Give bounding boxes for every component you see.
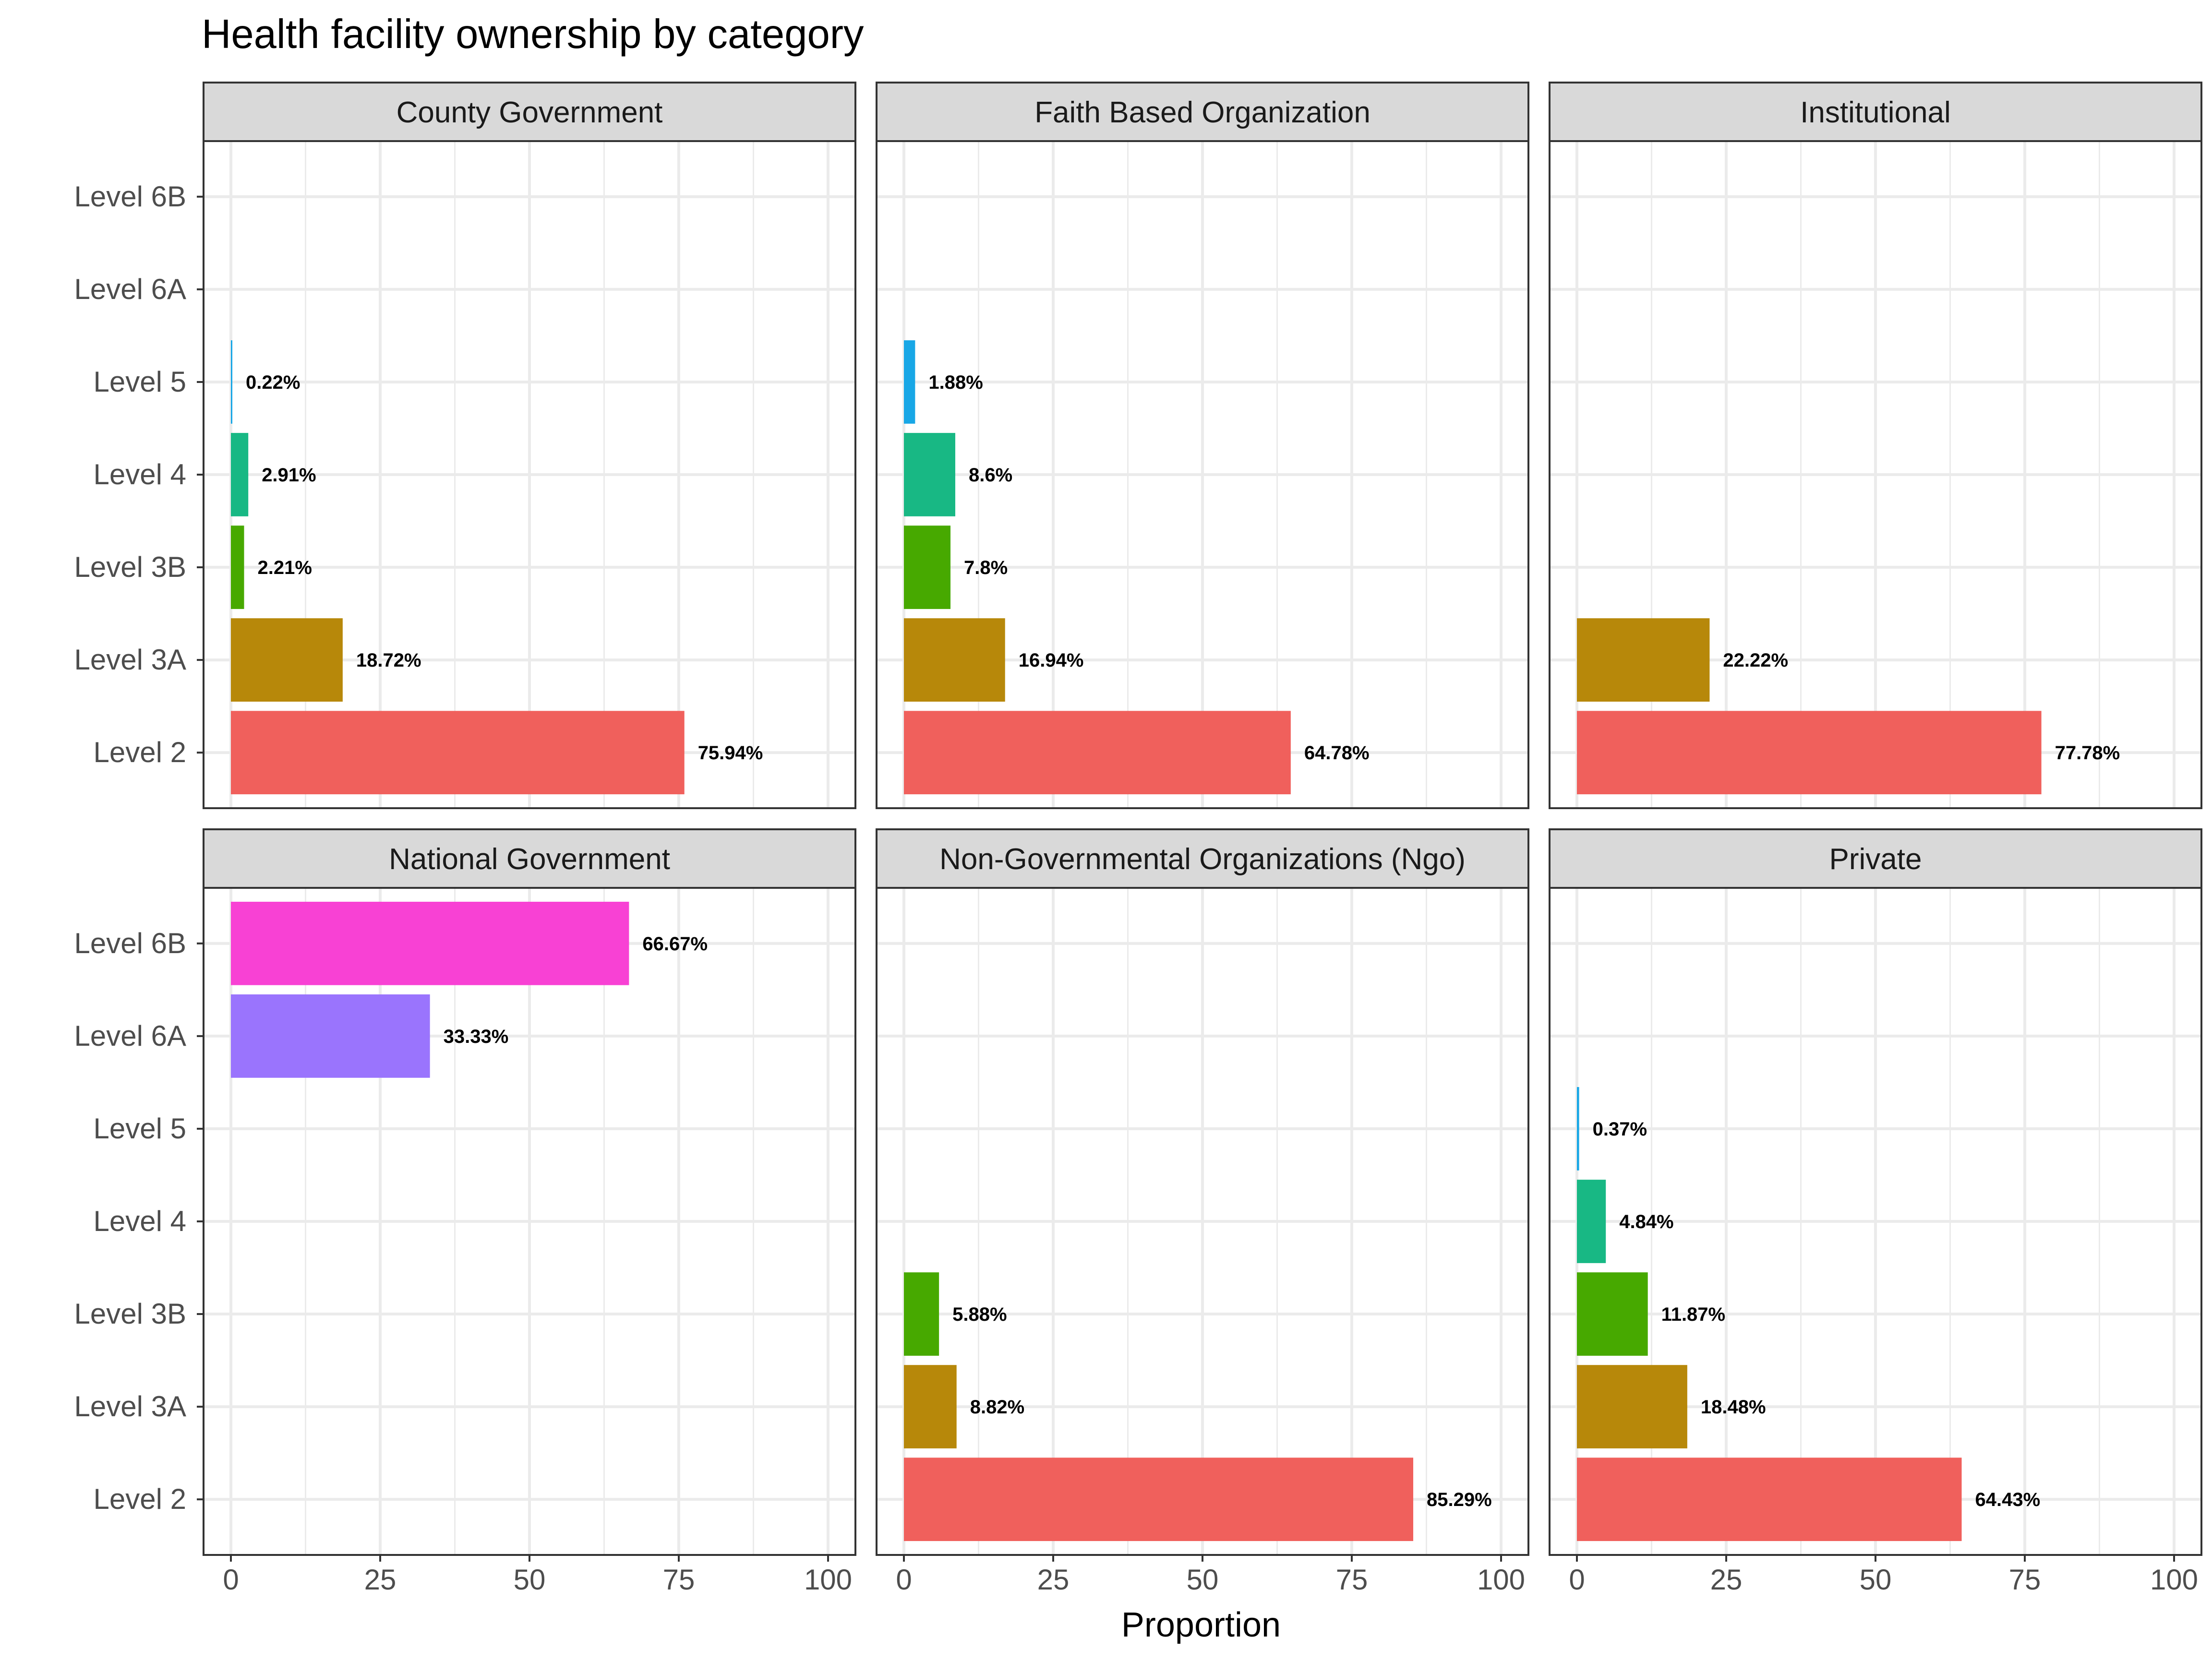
y-tick-label: Level 5 bbox=[94, 1112, 186, 1145]
y-tick-label: Level 6A bbox=[74, 273, 187, 305]
bar-level-6b bbox=[231, 901, 629, 985]
x-tick-label: 50 bbox=[514, 1564, 546, 1596]
bar-value-label: 4.84% bbox=[1619, 1211, 1673, 1232]
y-tick-label: Level 6B bbox=[74, 927, 187, 959]
bar-value-label: 16.94% bbox=[1019, 650, 1084, 671]
facet-strip-label: County Government bbox=[397, 96, 663, 129]
y-tick-label: Level 6B bbox=[74, 180, 187, 213]
bar-level-3a bbox=[904, 618, 1005, 702]
bar-level-4 bbox=[1577, 1180, 1606, 1263]
x-tick-label: 100 bbox=[804, 1564, 852, 1596]
bar-value-label: 8.6% bbox=[969, 465, 1012, 486]
bar-level-2 bbox=[1577, 1458, 1962, 1542]
y-tick-label: Level 4 bbox=[94, 1205, 186, 1237]
bar-value-label: 18.48% bbox=[1701, 1397, 1766, 1418]
bar-value-label: 75.94% bbox=[698, 742, 763, 764]
facet-strip-label: National Government bbox=[389, 843, 670, 876]
facet-panel-private: Private 0.37% 4.84% 11.87% 18.48% 64.43% 0 25 50… bbox=[1549, 828, 2202, 1596]
chart-title: Health facility ownership by category bbox=[202, 12, 864, 57]
y-tick-label: Level 3B bbox=[74, 551, 187, 583]
x-tick-label: 25 bbox=[1710, 1564, 1743, 1596]
bar-value-label: 2.91% bbox=[262, 465, 316, 486]
bar-value-label: 1.88% bbox=[928, 372, 983, 393]
facet-panel-institutional: Institutional 22.22% 77.78% bbox=[1549, 82, 2202, 809]
bar-level-3a bbox=[1577, 1365, 1687, 1448]
bar-level-2 bbox=[1577, 711, 2042, 795]
bar-value-label: 2.21% bbox=[257, 557, 312, 578]
x-tick-label: 75 bbox=[2009, 1564, 2041, 1596]
bar-value-label: 7.8% bbox=[964, 557, 1008, 578]
y-tick-label: Level 5 bbox=[94, 366, 186, 398]
bar-value-label: 8.82% bbox=[970, 1397, 1024, 1418]
x-tick-label: 75 bbox=[1336, 1564, 1368, 1596]
facet-strip-label: Faith Based Organization bbox=[1034, 96, 1370, 129]
bar-value-label: 5.88% bbox=[952, 1304, 1007, 1325]
facet-panel-non-governmental-organizations-ngo: Non-Governmental Organizations (Ngo) 5.88… bbox=[876, 828, 1529, 1596]
bar-level-4 bbox=[231, 433, 249, 516]
x-tick-label: 0 bbox=[1569, 1564, 1585, 1596]
bar-value-label: 66.67% bbox=[642, 933, 708, 955]
facet-strip bbox=[1549, 828, 2202, 889]
x-tick-label: 50 bbox=[1187, 1564, 1219, 1596]
x-tick-label: 25 bbox=[1037, 1564, 1070, 1596]
panel-border bbox=[876, 140, 1529, 809]
panel-border bbox=[1549, 140, 2202, 809]
bar-value-label: 85.29% bbox=[1427, 1489, 1492, 1510]
facet-strip-label: Non-Governmental Organizations (Ngo) bbox=[939, 843, 1466, 876]
bar-level-3b bbox=[904, 526, 951, 609]
bar-level-4 bbox=[904, 433, 955, 516]
bar-value-label: 64.78% bbox=[1304, 742, 1370, 764]
y-tick-label: Level 3A bbox=[74, 1390, 187, 1422]
bar-value-label: 33.33% bbox=[444, 1026, 509, 1047]
bar-value-label: 64.43% bbox=[1975, 1489, 2041, 1510]
facet-panels: County Government 0.22% 2.91% 2.21% 18.72% 75… bbox=[74, 82, 2202, 1596]
bar-value-label: 0.37% bbox=[1593, 1119, 1647, 1140]
bar-level-5 bbox=[231, 340, 232, 424]
bar-level-5 bbox=[904, 340, 915, 424]
bar-value-label: 11.87% bbox=[1661, 1304, 1725, 1325]
y-tick-label: Level 4 bbox=[94, 458, 186, 490]
y-tick-label: Level 3B bbox=[74, 1298, 187, 1330]
facet-strip bbox=[203, 82, 856, 142]
y-tick-label: Level 2 bbox=[94, 1483, 186, 1515]
facet-strip bbox=[1549, 82, 2202, 142]
x-tick-label: 25 bbox=[364, 1564, 397, 1596]
bar-level-2 bbox=[904, 711, 1291, 795]
x-tick-label: 0 bbox=[223, 1564, 239, 1596]
x-axis-label: Proportion bbox=[1121, 1606, 1281, 1644]
facet-strip-label: Private bbox=[1829, 843, 1922, 876]
x-tick-label: 75 bbox=[663, 1564, 695, 1596]
x-tick-label: 100 bbox=[2150, 1564, 2198, 1596]
bar-level-3b bbox=[231, 526, 244, 609]
facet-strip-label: Institutional bbox=[1800, 96, 1951, 129]
y-tick-label: Level 2 bbox=[94, 736, 186, 768]
y-tick-label: Level 3A bbox=[74, 644, 187, 676]
bar-level-2 bbox=[904, 1458, 1414, 1542]
bar-level-3a bbox=[904, 1365, 957, 1448]
bar-level-3b bbox=[904, 1272, 939, 1356]
y-tick-label: Level 6A bbox=[74, 1020, 187, 1052]
facet-strip bbox=[876, 82, 1529, 142]
facet-panel-county-government: County Government 0.22% 2.91% 2.21% 18.72% 75… bbox=[74, 82, 856, 809]
facet-panel-faith-based-organization: Faith Based Organization 1.88% 8.6% 7.8% 16.… bbox=[876, 82, 1529, 809]
bar-value-label: 22.22% bbox=[1723, 650, 1788, 671]
facet-strip bbox=[203, 828, 856, 889]
bar-level-3b bbox=[1577, 1272, 1648, 1356]
bar-level-2 bbox=[231, 711, 685, 795]
bar-value-label: 0.22% bbox=[246, 372, 300, 393]
x-tick-label: 50 bbox=[1860, 1564, 1892, 1596]
bar-level-6a bbox=[231, 994, 430, 1078]
facet-panel-national-government: National Government 66.67% 33.33% Level 6B L… bbox=[74, 828, 856, 1596]
bar-level-3a bbox=[231, 618, 343, 702]
x-tick-label: 0 bbox=[896, 1564, 912, 1596]
bar-level-5 bbox=[1577, 1087, 1579, 1171]
bar-value-label: 77.78% bbox=[2055, 742, 2120, 764]
bar-level-3a bbox=[1577, 618, 1710, 702]
bar-value-label: 18.72% bbox=[356, 650, 421, 671]
x-tick-label: 100 bbox=[1477, 1564, 1525, 1596]
